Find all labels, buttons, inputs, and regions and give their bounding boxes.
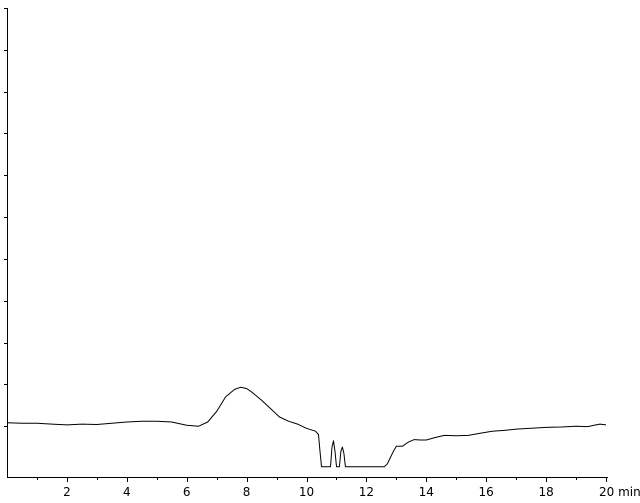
x-tick-label: 20 min xyxy=(599,485,640,499)
x-tick-label: 18 xyxy=(538,485,553,499)
axes xyxy=(7,8,608,478)
x-tick-label: 6 xyxy=(183,485,191,499)
x-tick-label: 14 xyxy=(419,485,434,499)
x-axis-ticks xyxy=(37,477,607,482)
x-tick-label: 4 xyxy=(123,485,131,499)
x-tick-label: 12 xyxy=(359,485,374,499)
x-tick-label: 8 xyxy=(243,485,251,499)
x-tick-label: 2 xyxy=(63,485,71,499)
series-layer xyxy=(6,386,607,468)
x-axis-tick-labels: 2 4 6 8 10 12 14 16 18 20 min xyxy=(63,485,640,499)
y-axis-ticks xyxy=(4,8,8,427)
x-tick-label: 16 xyxy=(479,485,494,499)
x-tick-label: 10 xyxy=(299,485,314,499)
series-line-1 xyxy=(6,386,607,468)
